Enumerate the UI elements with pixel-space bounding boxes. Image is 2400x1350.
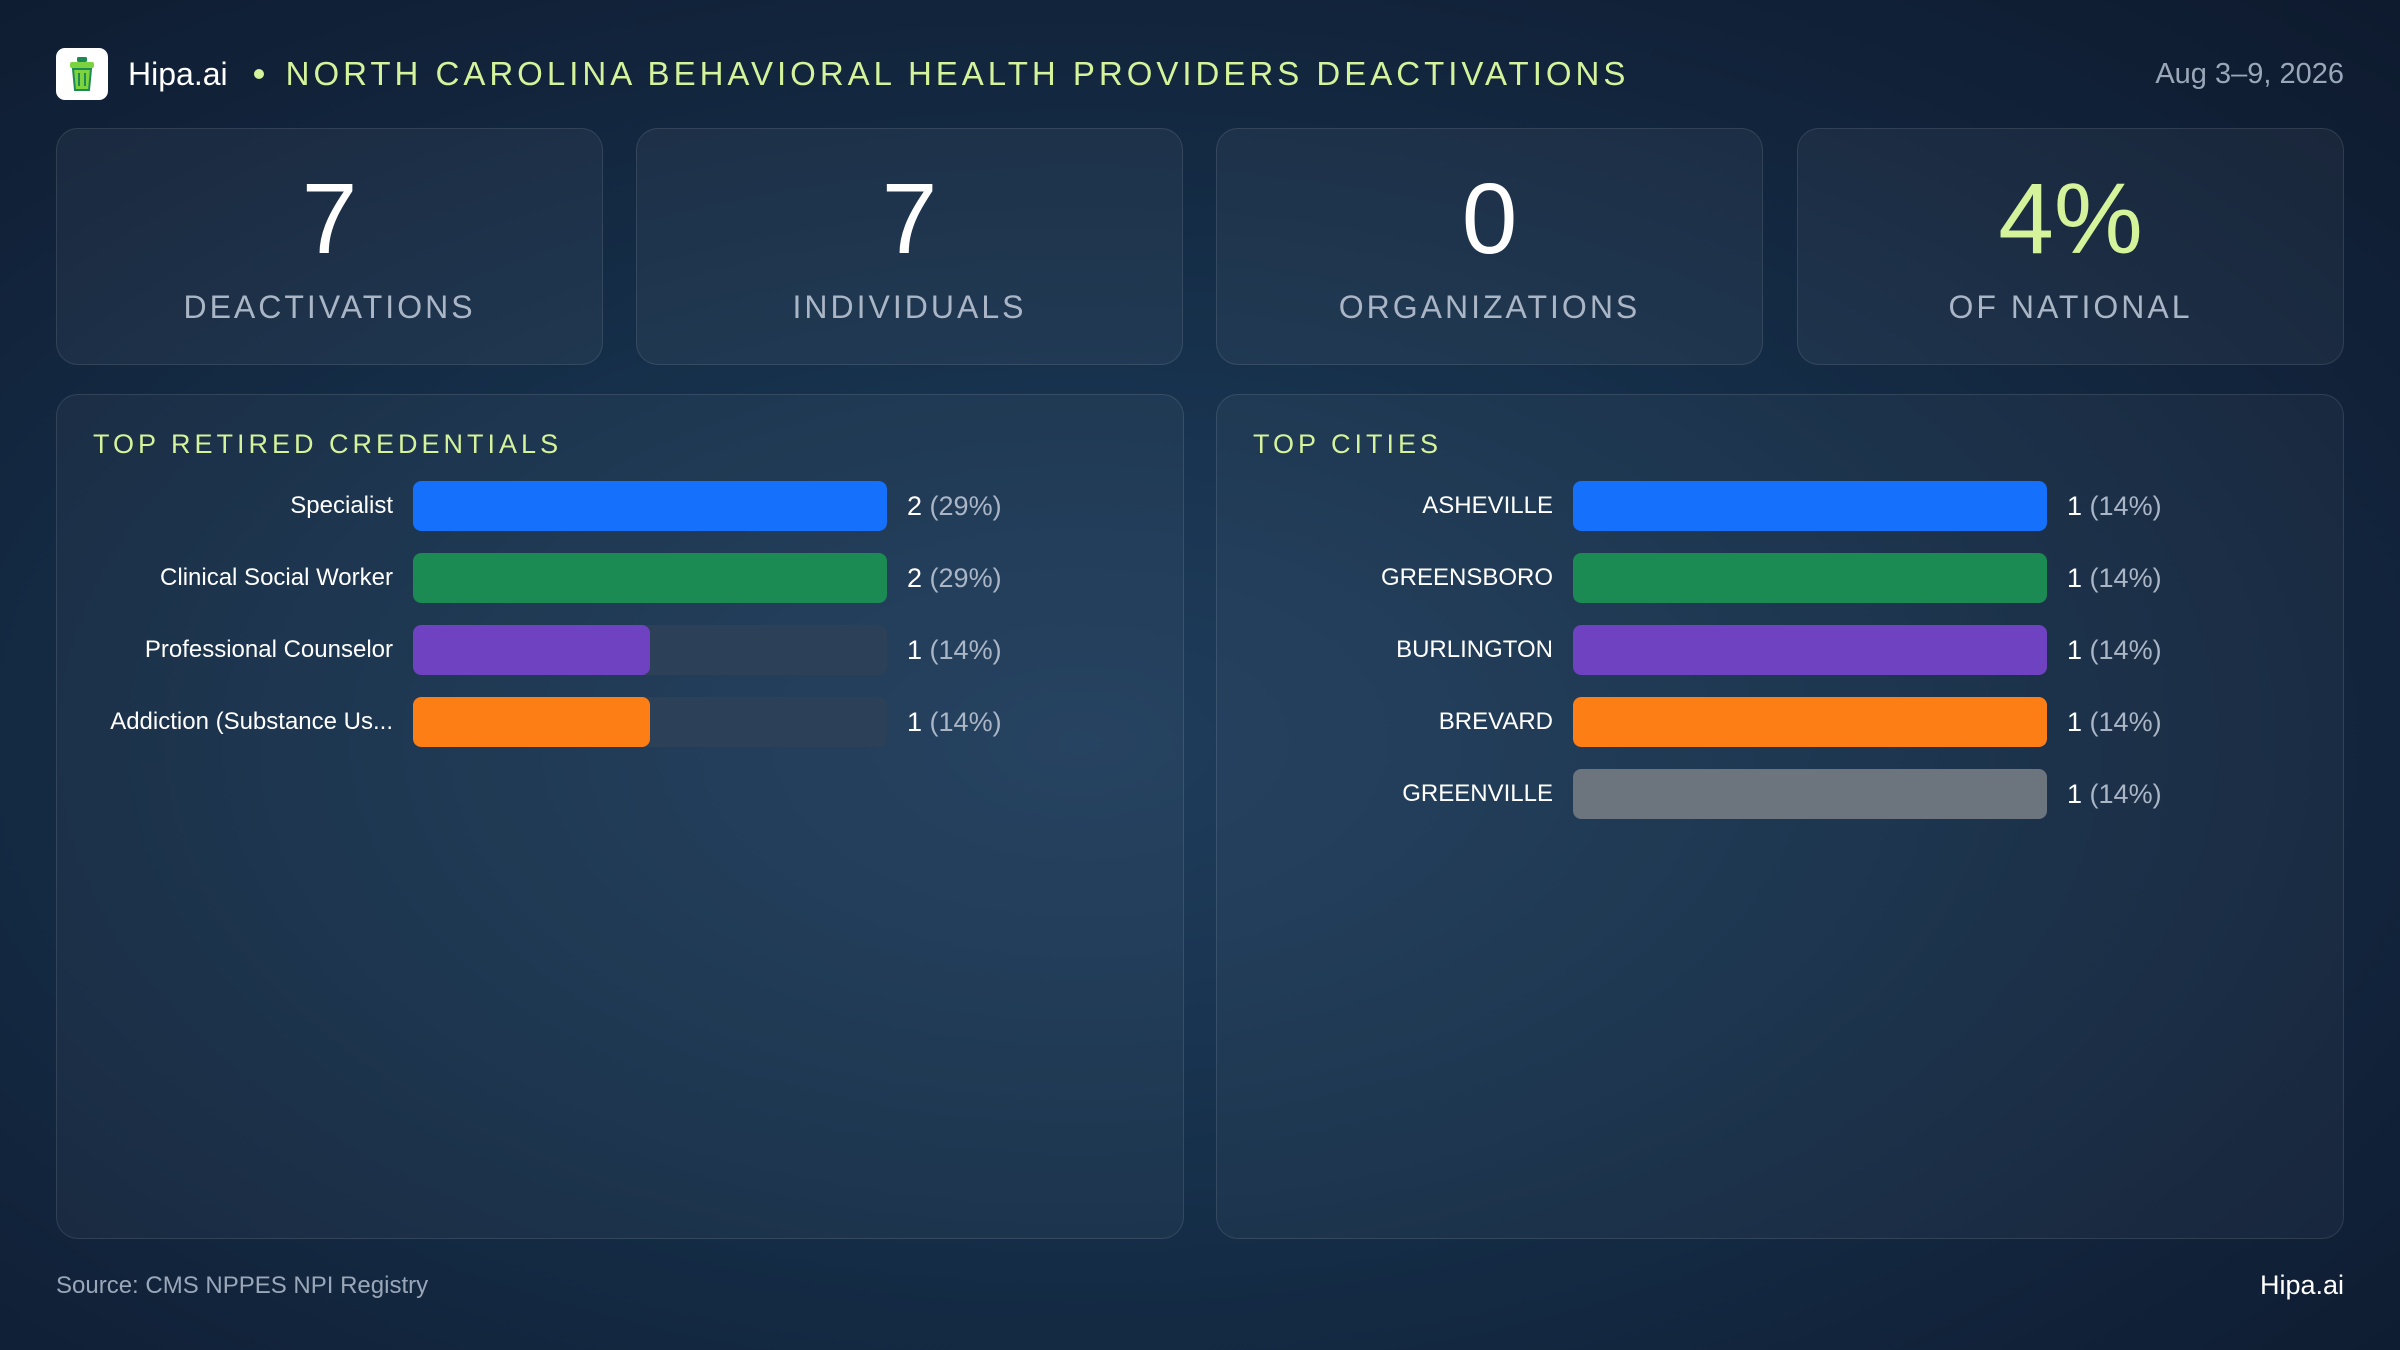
stat-value: 7 [301,163,358,275]
bar-track [413,625,887,675]
stat-label: INDIVIDUALS [792,289,1027,325]
bar-count: 1 [2067,707,2083,737]
bar-label: GREENVILLE [1402,780,1553,807]
bar-track [1573,625,2047,675]
bar-value-label: 1 (14%) [907,625,1002,675]
bar-count: 1 [907,707,923,737]
bar-value-label: 1 (14%) [2067,553,2162,603]
bar-label: Addiction (Substance Us... [110,708,393,735]
bar-track [413,697,887,747]
bar-count: 1 [907,635,923,665]
bar [1573,769,2047,819]
bar-track [1573,553,2047,603]
bar-row: ASHEVILLE 1 (14%) [1217,481,2343,531]
bar-row: Clinical Social Worker 2 (29%) [57,553,1183,603]
bar [1573,553,2047,603]
bar-percent: (14%) [2089,491,2162,521]
bar-value-label: 2 (29%) [907,481,1002,531]
panel-title: TOP RETIRED CREDENTIALS [93,429,563,459]
stat-card-of-national: 4% OF NATIONAL [1797,128,2344,365]
bar-label: Professional Counselor [144,636,393,663]
bar-value-label: 1 (14%) [2067,625,2162,675]
bar-percent: (14%) [929,635,1002,665]
bar-percent: (29%) [929,491,1002,521]
bar-percent: (14%) [2089,563,2162,593]
trash-bin-icon [70,57,94,91]
separator-dot [253,69,264,79]
bar [1573,697,2047,747]
bar [413,697,650,747]
bar-row: BREVARD 1 (14%) [1217,697,2343,747]
bar [1573,625,2047,675]
bar-count: 1 [2067,563,2083,593]
credentials-panel: TOP RETIRED CREDENTIALS Specialist 2 (29%… [56,394,1184,1239]
bar-label: Specialist [290,492,393,519]
stat-label: ORGANIZATIONS [1338,289,1641,325]
bar [413,625,650,675]
bar-count: 1 [2067,635,2083,665]
bar-row: GREENVILLE 1 (14%) [1217,769,2343,819]
bar-label: BURLINGTON [1396,636,1553,663]
bar [413,481,887,531]
bar-label: BREVARD [1438,708,1553,735]
stat-card-organizations: 0 ORGANIZATIONS [1216,128,1763,365]
bar-value-label: 2 (29%) [907,553,1002,603]
bar-track [413,481,887,531]
bar-value-label: 1 (14%) [907,697,1002,747]
cities-panel: TOP CITIES ASHEVILLE 1 (14%) GREENSBORO 1 (… [1216,394,2344,1239]
bar-value-label: 1 (14%) [2067,697,2162,747]
page-title: NORTH CAROLINA BEHAVIORAL HEALTH PROVIDE… [285,55,1630,92]
bar-row: BURLINGTON 1 (14%) [1217,625,2343,675]
stat-card-individuals: 7 INDIVIDUALS [636,128,1183,365]
stat-value: 0 [1461,163,1518,275]
footer-brand: Hipa.ai [2259,1270,2344,1300]
bar-track [1573,769,2047,819]
date-range: Aug 3–9, 2026 [2155,58,2344,90]
bar-label: ASHEVILLE [1422,492,1553,519]
header: Hipa.ai NORTH CAROLINA BEHAVIORAL HEALTH… [56,48,2344,100]
stat-label: OF NATIONAL [1948,289,2193,325]
bar-count: 2 [907,563,923,593]
bar [1573,481,2047,531]
bar-value-label: 1 (14%) [2067,481,2162,531]
bar-percent: (14%) [929,707,1002,737]
bar-percent: (29%) [929,563,1002,593]
bar-label: GREENSBORO [1380,564,1553,591]
bar-percent: (14%) [2089,707,2162,737]
bar-row: Addiction (Substance Us... 1 (14%) [57,697,1183,747]
panel-title: TOP CITIES [1253,429,1443,459]
bar-count: 1 [2067,491,2083,521]
bar-value-label: 1 (14%) [2067,769,2162,819]
source-note: Source: CMS NPPES NPI Registry [56,1272,429,1299]
bar-label: Clinical Social Worker [160,564,393,591]
stat-card-deactivations: 7 DEACTIVATIONS [56,128,603,365]
bar-track [1573,697,2047,747]
bar-row: GREENSBORO 1 (14%) [1217,553,2343,603]
bar-percent: (14%) [2089,635,2162,665]
bar-row: Professional Counselor 1 (14%) [57,625,1183,675]
bar [413,553,887,603]
stat-value: 7 [881,163,938,275]
bar-count: 1 [2067,779,2083,809]
stat-label: DEACTIVATIONS [183,289,476,325]
bar-row: Specialist 2 (29%) [57,481,1183,531]
stat-value: 4% [1998,163,2143,275]
bar-track [413,553,887,603]
bar-count: 2 [907,491,923,521]
app-logo [56,48,108,100]
bar-percent: (14%) [2089,779,2162,809]
brand-name: Hipa.ai [128,55,228,92]
bar-track [1573,481,2047,531]
